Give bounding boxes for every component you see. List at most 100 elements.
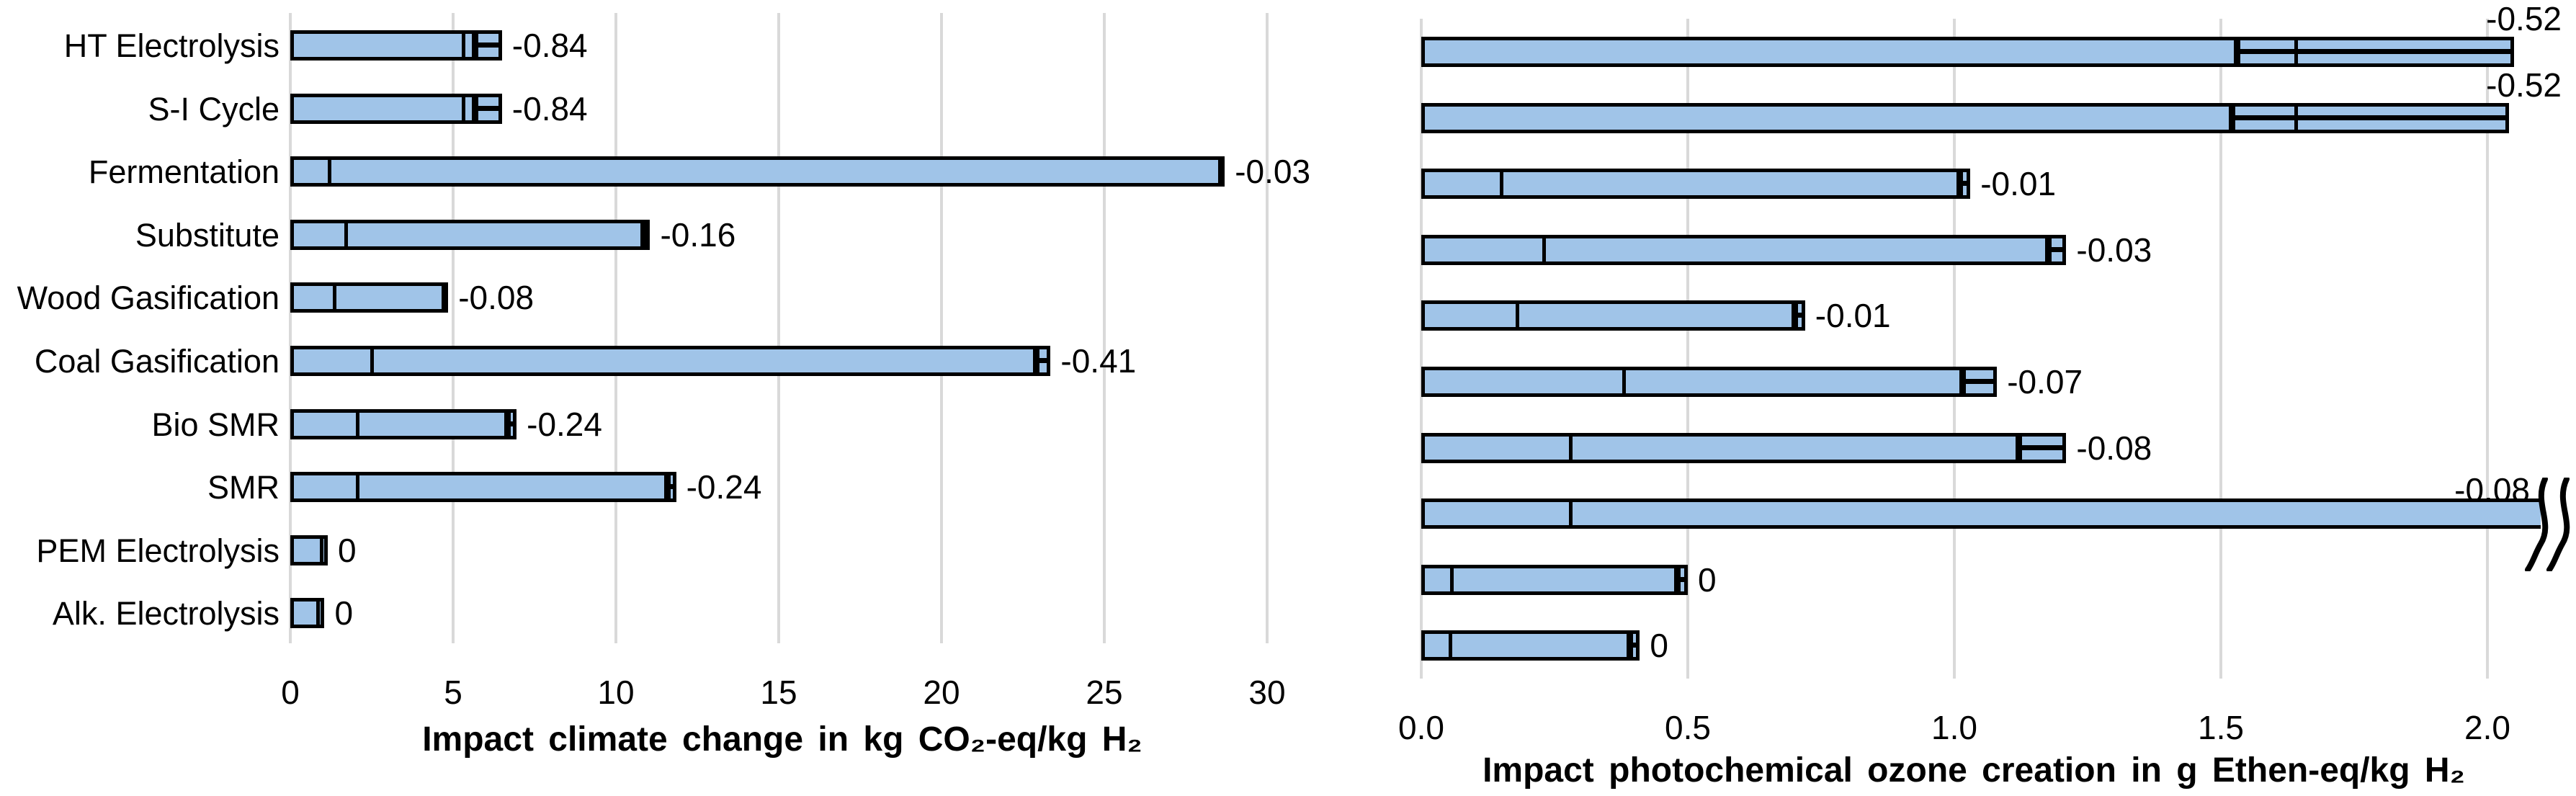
error-bar-cap [1956,172,1964,196]
category-label: PEM Electrolysis [36,532,279,569]
bar [290,472,676,503]
gridline [1420,19,1423,679]
data-label: -0.08 [458,279,535,317]
x-tick-label: 2.0 [2464,709,2510,746]
bar [1421,367,1998,397]
bar [290,93,502,124]
data-label: -0.84 [511,27,588,64]
gridline [1953,19,1956,679]
bar-segment-divider [355,472,359,503]
bar-segment-divider [461,93,465,124]
error-bar-cap [2228,106,2235,130]
gridline [614,13,617,643]
gridline [1266,13,1269,643]
x-tick-label: 5 [444,674,462,711]
category-label: Bio SMR [151,406,279,443]
error-bar-line [1962,379,1995,384]
category-label: Substitute [135,216,279,254]
data-label: -0.03 [1235,153,1311,191]
x-tick-label: 0 [281,674,300,711]
error-bar-line [2237,49,2511,54]
data-label: 0 [1650,627,1668,665]
bar-segment-divider [1500,169,1503,200]
error-bar-line [1794,313,1802,318]
error-bar-cap [2234,40,2241,63]
gridline [289,13,292,643]
error-bar-line [2047,246,2064,252]
error-bar-cap [2015,436,2022,460]
bar-segment-divider [333,282,337,313]
gridline [1686,19,1689,679]
data-label: -0.03 [2076,231,2152,269]
bar [1421,432,2067,463]
bar [1421,300,1805,331]
error-bar-line [474,43,499,48]
x-tick-label: 1.5 [2198,709,2244,746]
error-bar-cap [663,475,671,499]
bar-segment-divider [355,408,359,439]
category-label: Coal Gasification [34,343,279,380]
data-label: -0.08 [2076,429,2152,467]
error-bar-cap [2044,238,2052,261]
error-bar-line [2231,115,2506,120]
bar [290,156,1225,187]
bar [1421,234,2067,265]
data-label: -0.16 [660,215,736,254]
axis-title: Impact climate change in kg CO₂-eq/kg H₂ [422,720,1142,759]
category-label: Fermentation [88,153,279,191]
category-label: Wood Gasification [17,280,279,317]
bar-segment-divider [1569,432,1573,463]
data-label: -0.07 [2007,363,2083,401]
bar [290,282,449,313]
bar [1421,498,2541,529]
bar-segment-divider [1622,367,1627,397]
gridline [452,13,455,643]
data-label: -0.01 [1815,297,1891,335]
category-label: SMR [207,469,279,506]
gridline [1103,13,1106,643]
bar-segment-divider [1450,564,1454,595]
error-bar-cap [471,97,478,120]
bar-segment-divider [1542,234,1547,265]
data-label: -0.84 [511,89,588,128]
error-bar-cap [1959,370,1967,393]
bar-segment-divider [328,156,332,187]
error-bar-line [1036,358,1048,363]
error-bar-cap [441,286,448,310]
data-label: -0.52 [2486,0,2562,37]
bar [1421,169,1971,200]
error-bar-cap [1217,160,1225,184]
data-label: -0.24 [527,405,602,443]
data-label: -0.52 [2486,66,2562,104]
gridline [940,13,943,643]
bar [1421,630,1640,661]
error-bar-cap [1033,349,1040,372]
category-label: HT Electrolysis [63,27,279,64]
bar-segment-divider [344,219,348,250]
x-tick-label: 20 [923,674,960,711]
bar [290,30,502,61]
x-tick-label: 25 [1086,674,1123,711]
data-label: -0.24 [686,468,762,506]
bar [290,346,1051,376]
axis-title: Impact photochemical ozone creation in g… [1482,751,2465,790]
data-label: 0 [337,531,357,569]
error-bar-line [1629,643,1637,648]
bar [290,219,650,250]
error-bar-line [1959,181,1968,187]
axis-break-icon [2525,478,2570,572]
bar-segment-divider [316,598,321,629]
x-tick-label: 10 [597,674,635,711]
error-bar-cap [640,223,648,246]
gridline [777,13,780,643]
error-bar-cap [504,412,511,436]
category-label: Alk. Electrolysis [52,595,279,632]
data-label: -0.08 [2454,471,2530,509]
error-bar-cap [1626,634,1633,658]
bar [1421,564,1688,595]
bar-segment-divider [1516,300,1520,331]
error-bar-line [2018,444,2064,450]
error-bar-cap [1674,568,1681,591]
